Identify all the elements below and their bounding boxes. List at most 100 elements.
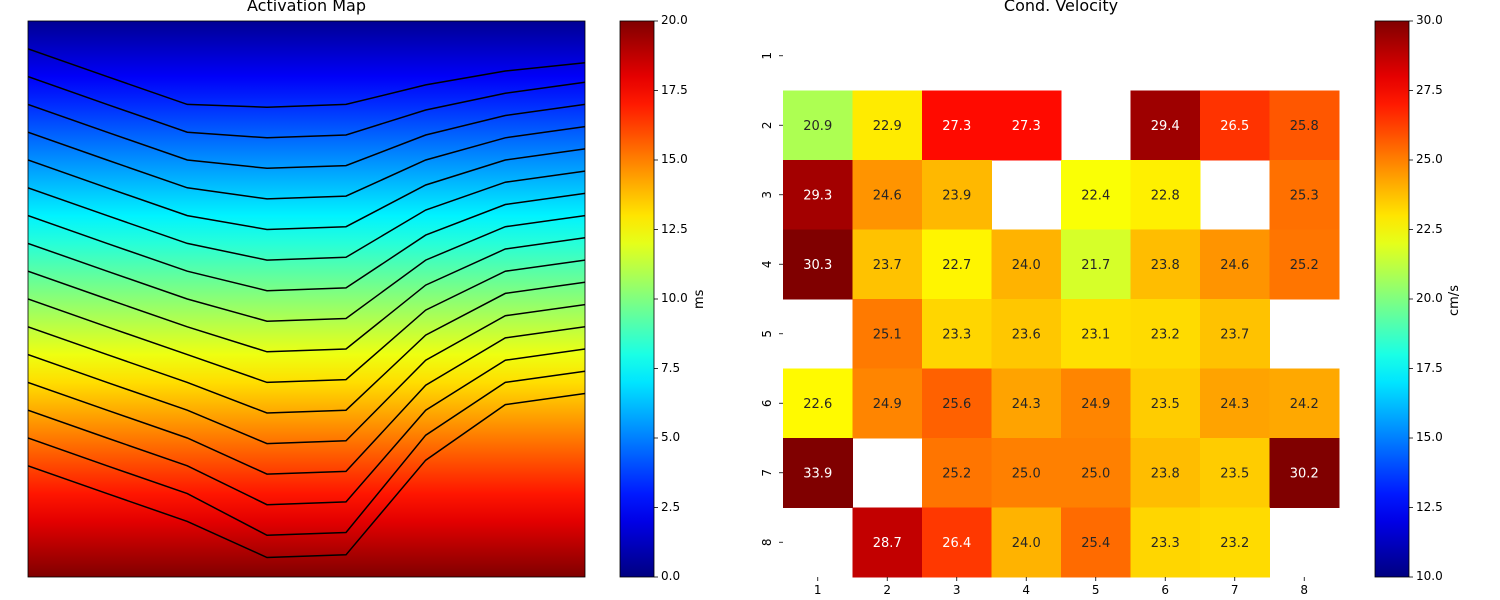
heatmap-cell (922, 299, 992, 369)
heatmap-cell-label: 23.2 (1151, 327, 1180, 342)
y-tick-label: 7 (760, 469, 774, 477)
activation-field (28, 21, 585, 577)
heatmap-cell (852, 229, 923, 300)
heatmap-cell (1130, 438, 1201, 508)
velocity-colorbar-label: cm/s (1447, 285, 1462, 316)
colorbar-tick-label: 12.5 (661, 221, 688, 236)
contour-line (28, 103, 585, 170)
y-tick-label: 8 (760, 538, 774, 546)
heatmap-cell (991, 438, 1062, 508)
heatmap-cell (1130, 368, 1201, 439)
colorbar-tick-label: 5.0 (661, 430, 681, 444)
heatmap-cell-label: 24.0 (1012, 536, 1041, 551)
contour-line (28, 281, 585, 414)
heatmap-cell-label: 24.0 (1012, 258, 1041, 273)
contour-line (28, 259, 585, 384)
heatmap-cell (1200, 229, 1270, 300)
heatmap-cell (1061, 368, 1131, 439)
heatmap-cell-label: 24.2 (1290, 397, 1319, 412)
y-tick-label: 2 (760, 121, 774, 129)
heatmap-cell-label: 23.2 (1220, 536, 1249, 551)
heatmap-cell (1200, 368, 1270, 439)
heatmap-cell-label: 23.7 (873, 258, 902, 273)
velocity-heatmap: 20.9 22.9 27.3 27.3 29.4 26.5 25.8 29.3 24.6 23.9… (783, 90, 1340, 578)
heatmap-cell (783, 90, 853, 161)
heatmap-cell (1269, 368, 1340, 439)
y-tick-label: 5 (760, 330, 774, 338)
colorbar-tick-label: 25.0 (1416, 152, 1443, 166)
x-tick-label: 4 (1022, 583, 1031, 597)
heatmap-cell (922, 90, 992, 161)
contour-line (28, 148, 585, 231)
heatmap-cell (1269, 160, 1340, 230)
heatmap-cell (991, 229, 1062, 300)
contour-line (28, 326, 585, 475)
heatmap-cell (1130, 507, 1201, 578)
heatmap-cell-label: 23.5 (1220, 466, 1249, 481)
y-tick-label: 3 (760, 191, 774, 199)
x-tick-label: 7 (1230, 583, 1239, 597)
heatmap-cell (852, 160, 923, 230)
heatmap-cell-label: 26.5 (1220, 119, 1249, 134)
heatmap-cell-label: 22.7 (942, 258, 971, 273)
heatmap-cell-label: 30.2 (1290, 466, 1319, 481)
heatmap-cell (991, 90, 1062, 161)
heatmap-cell-label: 23.9 (942, 188, 971, 203)
heatmap-cell-label: 33.9 (803, 466, 832, 481)
heatmap-cell (1130, 160, 1201, 230)
heatmap-cell (783, 368, 853, 439)
heatmap-cell-label: 27.3 (1012, 119, 1041, 134)
heatmap-cell (922, 229, 992, 300)
colorbar-tick-label: 15.0 (1416, 430, 1443, 444)
heatmap-cell (1061, 160, 1131, 230)
heatmap-cell (1269, 90, 1340, 161)
heatmap-cell (991, 368, 1062, 439)
colorbar-tick-label: 7.5 (661, 360, 681, 375)
y-tick-label: 6 (760, 399, 774, 407)
heatmap-cell-label: 26.4 (942, 536, 971, 551)
colorbar-tick-label: 20.0 (661, 13, 688, 27)
contour-line (28, 125, 585, 200)
heatmap-cell-label: 22.9 (873, 119, 902, 134)
colorbar-tick-label: 2.5 (661, 499, 681, 514)
heatmap-cell-label: 24.9 (1081, 397, 1110, 412)
contour-line (28, 303, 585, 445)
x-tick-label: 3 (952, 583, 961, 597)
contour-line (28, 48, 585, 108)
heatmap-cell-label: 23.5 (1151, 397, 1180, 412)
colorbar-tick-label: 10.0 (661, 291, 688, 305)
heatmap-cell-label: 23.7 (1220, 327, 1249, 342)
heatmap-cell-label: 25.0 (1081, 466, 1110, 481)
contour-line (28, 237, 585, 353)
heatmap-cell-label: 21.7 (1081, 258, 1110, 273)
heatmap-cell-label: 28.7 (873, 536, 902, 551)
contour-line (28, 192, 585, 292)
y-tick-label: 4 (760, 260, 774, 268)
heatmap-cell (991, 299, 1062, 369)
heatmap-cell (1061, 229, 1131, 300)
heatmap-cell-label: 25.0 (1012, 466, 1041, 481)
heatmap-cell-label: 25.1 (873, 327, 902, 342)
heatmap-cell-label: 23.3 (1151, 536, 1180, 551)
x-tick-label: 6 (1161, 583, 1170, 597)
heatmap-cell (1269, 229, 1340, 300)
colorbar-tick-label: 0.0 (661, 569, 681, 583)
heatmap-cell-label: 23.3 (942, 327, 971, 342)
heatmap-cell-label: 25.2 (1290, 258, 1319, 273)
heatmap-cell (783, 229, 853, 300)
heatmap-cell (852, 299, 923, 369)
heatmap-cell (1200, 90, 1270, 161)
colorbar-tick-label: 12.5 (1416, 499, 1443, 514)
x-tick-label: 1 (813, 583, 822, 597)
heatmap-cell (922, 438, 992, 508)
heatmap-cell-label: 25.8 (1290, 119, 1319, 134)
heatmap-cell-label: 30.3 (803, 258, 832, 273)
heatmap-cell (1130, 229, 1201, 300)
activation-colorbar (619, 20, 655, 578)
heatmap-cell-label: 22.8 (1151, 188, 1180, 203)
heatmap-cell-label: 22.6 (803, 397, 832, 412)
colorbar-tick-label: 22.5 (1416, 221, 1443, 236)
heatmap-cell (1200, 438, 1270, 508)
colorbar-tick-label: 15.0 (661, 152, 688, 166)
heatmap-cell (1061, 299, 1131, 369)
